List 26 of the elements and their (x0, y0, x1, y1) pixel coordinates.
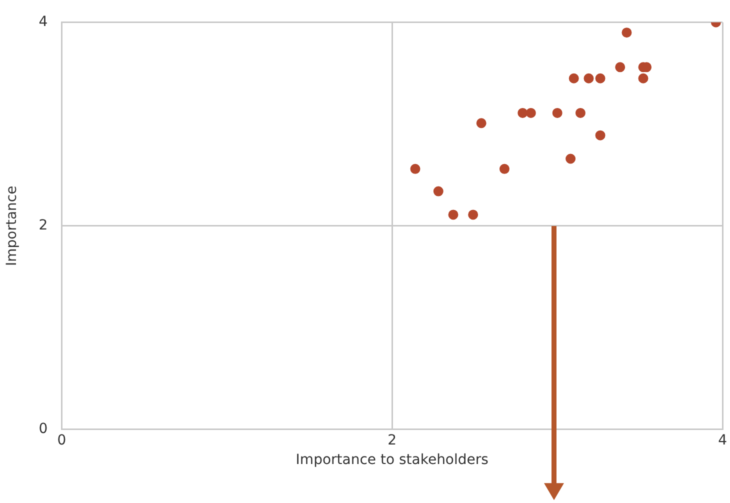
point (448, 210, 458, 220)
point (622, 28, 632, 38)
point (552, 108, 562, 118)
point (518, 108, 528, 118)
x-tick-label: 2 (388, 432, 397, 448)
point (526, 108, 536, 118)
y-tick-label: 4 (38, 14, 48, 30)
point (595, 130, 606, 140)
point (615, 62, 626, 72)
x-axis-title: Importance to stakeholders (296, 452, 488, 468)
point (568, 73, 579, 84)
point (584, 73, 594, 84)
point (410, 164, 420, 174)
point (433, 186, 444, 196)
point (499, 164, 510, 174)
y-tick-label: 2 (38, 218, 48, 234)
y-axis-title: Importance (4, 186, 20, 266)
x-tick-label: 4 (718, 432, 728, 448)
point (595, 73, 606, 84)
y-tick-label: 0 (38, 421, 48, 438)
x-tick-label: 0 (57, 432, 66, 448)
point (566, 154, 576, 164)
point (638, 73, 648, 84)
point (476, 118, 486, 128)
point (468, 210, 478, 220)
point (575, 108, 586, 118)
